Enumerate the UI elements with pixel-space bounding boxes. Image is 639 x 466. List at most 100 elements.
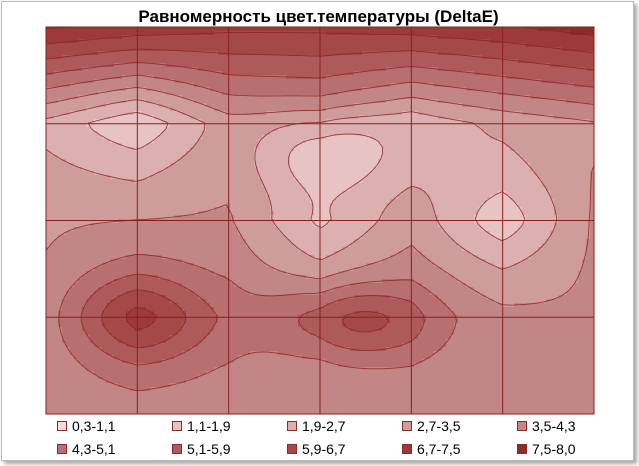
heatmap-cell bbox=[346, 115, 351, 120]
heatmap-cell bbox=[50, 43, 55, 48]
heatmap-cell bbox=[126, 95, 131, 100]
heatmap-cell bbox=[358, 63, 363, 68]
heatmap-cell bbox=[386, 51, 391, 56]
heatmap-cell bbox=[406, 123, 411, 128]
heatmap-cell bbox=[402, 39, 407, 44]
heatmap-cell bbox=[558, 83, 563, 88]
heatmap-cell bbox=[138, 99, 143, 104]
heatmap-cell bbox=[322, 111, 327, 116]
heatmap-cell bbox=[182, 151, 187, 156]
heatmap-cell bbox=[290, 47, 295, 52]
heatmap-cell bbox=[290, 67, 295, 72]
heatmap-cell bbox=[590, 27, 594, 32]
heatmap-cell bbox=[494, 119, 499, 124]
heatmap-cell bbox=[374, 91, 379, 96]
heatmap-cell bbox=[562, 119, 567, 124]
heatmap-cell bbox=[278, 155, 283, 160]
heatmap-cell bbox=[134, 35, 139, 40]
heatmap-cell bbox=[194, 35, 199, 40]
heatmap-cell bbox=[522, 135, 527, 140]
heatmap-cell bbox=[394, 71, 399, 76]
heatmap-cell bbox=[178, 171, 183, 176]
heatmap-cell bbox=[382, 119, 387, 124]
heatmap-cell bbox=[386, 143, 391, 148]
heatmap-cell bbox=[350, 151, 355, 156]
heatmap-cell bbox=[174, 143, 179, 148]
heatmap-cell bbox=[350, 59, 355, 64]
heatmap-cell bbox=[574, 43, 579, 48]
heatmap-cell bbox=[278, 99, 283, 104]
heatmap-cell bbox=[338, 99, 343, 104]
heatmap-cell bbox=[550, 151, 555, 156]
heatmap-cell bbox=[362, 163, 367, 168]
heatmap-cell bbox=[194, 59, 199, 64]
heatmap-cell bbox=[438, 119, 443, 124]
heatmap-cell bbox=[482, 131, 487, 136]
heatmap-cell bbox=[438, 131, 443, 136]
heatmap-cell bbox=[142, 159, 147, 164]
heatmap-cell bbox=[434, 111, 439, 116]
heatmap-cell bbox=[422, 159, 427, 164]
heatmap-cell bbox=[86, 135, 91, 140]
heatmap-cell bbox=[330, 91, 335, 96]
heatmap-cell bbox=[586, 71, 591, 76]
heatmap-cell bbox=[490, 163, 495, 168]
heatmap-cell bbox=[574, 67, 579, 72]
heatmap-cell bbox=[354, 83, 359, 88]
heatmap-cell bbox=[542, 167, 547, 172]
heatmap-cell bbox=[106, 35, 111, 40]
heatmap-cell bbox=[306, 107, 311, 112]
heatmap-cell bbox=[394, 31, 399, 36]
heatmap-cell bbox=[50, 83, 55, 88]
heatmap-cell bbox=[50, 51, 55, 56]
heatmap-cell bbox=[74, 159, 79, 164]
heatmap-cell bbox=[46, 39, 51, 44]
heatmap-cell bbox=[114, 115, 119, 120]
heatmap-cell bbox=[62, 47, 67, 52]
heatmap-cell bbox=[150, 147, 155, 152]
heatmap-cell bbox=[362, 75, 367, 80]
heatmap-cell bbox=[550, 119, 555, 124]
heatmap-cell bbox=[326, 115, 331, 120]
heatmap-cell bbox=[494, 127, 499, 132]
heatmap-cell bbox=[250, 51, 255, 56]
heatmap-cell bbox=[442, 91, 447, 96]
heatmap-cell bbox=[522, 167, 527, 172]
heatmap-cell bbox=[174, 83, 179, 88]
heatmap-cell bbox=[542, 151, 547, 156]
heatmap-cell bbox=[478, 151, 483, 156]
heatmap-cell bbox=[82, 31, 87, 36]
heatmap-cell bbox=[582, 75, 587, 80]
heatmap-cell bbox=[522, 151, 527, 156]
heatmap-cell bbox=[118, 111, 123, 116]
heatmap-cell bbox=[154, 43, 159, 48]
heatmap-cell bbox=[234, 91, 239, 96]
heatmap-cell bbox=[278, 131, 283, 136]
heatmap-cell bbox=[146, 107, 151, 112]
heatmap-cell bbox=[206, 151, 211, 156]
heatmap-cell bbox=[78, 87, 83, 92]
heatmap-cell bbox=[74, 99, 79, 104]
heatmap-cell bbox=[438, 91, 443, 96]
heatmap-cell bbox=[150, 159, 155, 164]
heatmap-cell bbox=[290, 39, 295, 44]
heatmap-cell bbox=[546, 83, 551, 88]
heatmap-cell bbox=[570, 63, 575, 68]
heatmap-cell bbox=[422, 147, 427, 152]
heatmap-cell bbox=[526, 87, 531, 92]
heatmap-cell bbox=[462, 95, 467, 100]
heatmap-cell bbox=[362, 27, 367, 32]
heatmap-cell bbox=[294, 111, 299, 116]
heatmap-cell bbox=[494, 83, 499, 88]
heatmap-cell bbox=[254, 43, 259, 48]
heatmap-cell bbox=[494, 135, 499, 140]
heatmap-cell bbox=[430, 67, 435, 72]
heatmap-cell bbox=[514, 147, 519, 152]
heatmap-cell bbox=[58, 119, 63, 124]
heatmap-cell bbox=[430, 79, 435, 84]
heatmap-cell bbox=[446, 63, 451, 68]
heatmap-cell bbox=[394, 103, 399, 108]
heatmap-cell bbox=[374, 87, 379, 92]
heatmap-cell bbox=[98, 111, 103, 116]
heatmap-cell bbox=[286, 139, 291, 144]
